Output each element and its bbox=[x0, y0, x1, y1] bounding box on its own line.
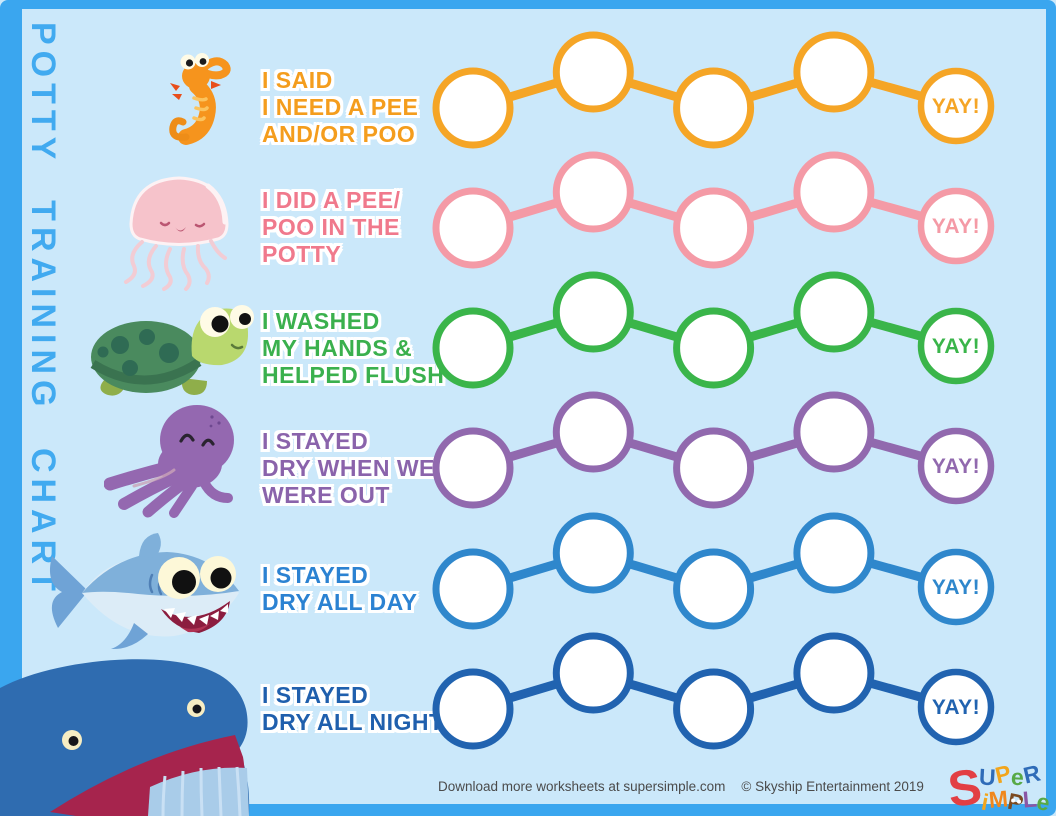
progress-circle[interactable] bbox=[673, 307, 755, 389]
chart-row-octopus: I STAYED DRY WHEN WE WERE OUT YAY! bbox=[0, 388, 1056, 548]
progress-circle[interactable] bbox=[793, 271, 875, 353]
task-label-line: DRY WHEN WE bbox=[262, 454, 435, 481]
progress-circle[interactable] bbox=[432, 67, 514, 148]
chart-row-turtle: I WASHED MY HANDS & HELPED FLUSH YAY! bbox=[0, 268, 1056, 428]
yay-circle bbox=[917, 187, 995, 265]
progress-circle[interactable] bbox=[432, 427, 514, 509]
progress-chain: YAY! bbox=[432, 31, 995, 148]
chart-row-whale: I STAYED DRY ALL NIGHT YAY! bbox=[0, 629, 1056, 789]
footer: Download more worksheets at supersimple.… bbox=[438, 779, 924, 794]
chart-row-seahorse: I SAID I NEED A PEE AND/OR POO YAY! bbox=[0, 28, 1056, 188]
yay-circle bbox=[917, 67, 995, 144]
progress-circle[interactable] bbox=[432, 668, 514, 750]
yay-circle bbox=[917, 307, 995, 385]
task-label-line: I STAYED bbox=[262, 561, 369, 588]
progress-circle[interactable] bbox=[552, 271, 634, 353]
task-label-line: I WASHED bbox=[262, 307, 380, 334]
task-label: I STAYED DRY WHEN WE WERE OUT bbox=[262, 388, 462, 548]
logo-letter: R bbox=[1020, 759, 1043, 789]
task-label-line: POTTY bbox=[262, 241, 342, 268]
progress-circle[interactable] bbox=[552, 151, 634, 233]
progress-circle[interactable] bbox=[432, 307, 514, 389]
progress-circle[interactable] bbox=[552, 391, 634, 473]
yay-circle bbox=[917, 668, 995, 746]
progress-circle[interactable] bbox=[793, 31, 875, 112]
turtle-icon bbox=[84, 296, 254, 401]
yay-circle bbox=[917, 548, 995, 625]
chart-row-shark: I STAYED DRY ALL DAY YAY! bbox=[0, 509, 1056, 669]
progress-circle[interactable] bbox=[432, 187, 514, 269]
progress-chain: YAY! bbox=[432, 512, 995, 630]
yay-label: YAY! bbox=[932, 576, 980, 599]
footer-copyright: © Skyship Entertainment 2019 bbox=[741, 779, 924, 794]
yay-circle bbox=[917, 428, 995, 505]
task-label-line: I DID A PEE/ bbox=[262, 187, 401, 214]
yay-label: YAY! bbox=[932, 95, 980, 118]
octopus-icon bbox=[103, 398, 264, 519]
task-label: I SAID I NEED A PEE AND/OR POO bbox=[262, 28, 462, 188]
task-label: I STAYED DRY ALL DAY bbox=[262, 509, 462, 669]
seahorse-icon bbox=[156, 46, 236, 146]
progress-circle[interactable] bbox=[793, 512, 875, 594]
task-label-line: HELPED FLUSH bbox=[262, 361, 445, 388]
vertical-title: POTTY TRAINING CHART bbox=[24, 22, 62, 597]
task-label-line: I STAYED bbox=[262, 427, 369, 454]
progress-circle[interactable] bbox=[552, 31, 634, 112]
task-label-line: POO IN THE bbox=[262, 214, 400, 241]
yay-label: YAY! bbox=[932, 455, 980, 478]
progress-chain: YAY! bbox=[432, 632, 995, 750]
progress-circle[interactable] bbox=[432, 548, 514, 630]
yay-label: YAY! bbox=[932, 335, 980, 358]
logo-letter: e bbox=[1034, 788, 1053, 816]
progress-circle[interactable] bbox=[793, 632, 875, 714]
progress-circle[interactable] bbox=[552, 632, 634, 714]
whale-icon bbox=[0, 659, 250, 816]
progress-circle[interactable] bbox=[673, 427, 755, 509]
yay-label: YAY! bbox=[932, 696, 980, 719]
yay-label: YAY! bbox=[932, 215, 980, 238]
task-label: I STAYED DRY ALL NIGHT bbox=[262, 629, 462, 789]
progress-circle[interactable] bbox=[793, 391, 875, 473]
task-label-line: WERE OUT bbox=[262, 481, 390, 508]
task-label-line: I STAYED bbox=[262, 682, 369, 708]
progress-chain: YAY! bbox=[432, 391, 995, 509]
jellyfish-icon bbox=[112, 164, 247, 299]
whale-illustration bbox=[0, 636, 270, 816]
progress-chain: YAY! bbox=[432, 151, 995, 269]
shark-icon bbox=[42, 531, 252, 656]
progress-circle[interactable] bbox=[793, 151, 875, 233]
task-label-line: AND/OR POO bbox=[262, 121, 416, 147]
task-label-line: DRY ALL DAY bbox=[262, 588, 418, 615]
task-label: I DID A PEE/POO IN THE POTTY bbox=[262, 148, 462, 308]
progress-chain: YAY! bbox=[432, 271, 995, 389]
progress-circle[interactable] bbox=[673, 187, 755, 269]
progress-circle[interactable] bbox=[673, 548, 755, 630]
task-label: I WASHED MY HANDS & HELPED FLUSH bbox=[262, 268, 462, 428]
progress-circle[interactable] bbox=[552, 512, 634, 594]
task-label-line: I SAID bbox=[262, 67, 333, 93]
task-label-line: DRY ALL NIGHT bbox=[262, 709, 444, 735]
progress-circle[interactable] bbox=[673, 668, 755, 750]
task-label-line: MY HANDS & bbox=[262, 334, 413, 361]
footer-download-text: Download more worksheets at supersimple.… bbox=[438, 779, 726, 794]
task-label-line: I NEED A PEE bbox=[262, 94, 419, 120]
chart-row-jellyfish: I DID A PEE/POO IN THE POTTY YAY! bbox=[0, 148, 1056, 308]
progress-circle[interactable] bbox=[673, 67, 755, 148]
